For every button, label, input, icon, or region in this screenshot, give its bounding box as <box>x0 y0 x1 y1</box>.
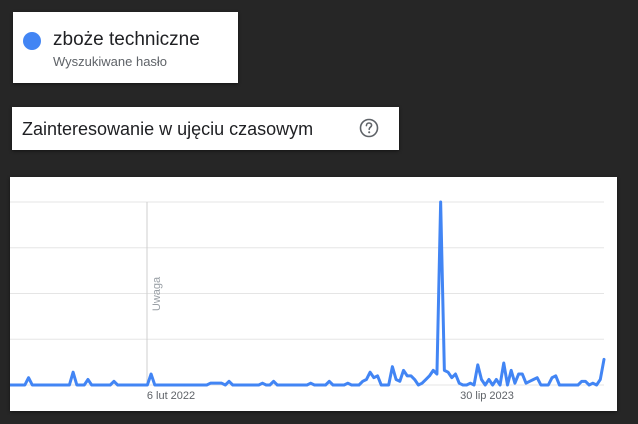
interest-line-chart[interactable]: Uwaga 6 lut 2022 30 lip 2023 <box>10 177 617 411</box>
annotation-label: Uwaga <box>151 276 163 311</box>
interest-over-time-header: Zainteresowanie w ujęciu czasowym <box>12 107 399 150</box>
search-term-subtitle: Wyszukiwane hasło <box>53 54 168 69</box>
series-line-group <box>10 200 606 387</box>
annotation-group: Uwaga <box>146 202 163 385</box>
x-axis-ticks: 6 lut 2022 30 lip 2023 <box>147 390 514 402</box>
x-tick-label: 6 lut 2022 <box>147 390 195 402</box>
x-tick-label: 30 lip 2023 <box>460 390 514 402</box>
search-term-title: zboże techniczne <box>53 29 200 50</box>
series-color-dot <box>23 32 41 50</box>
help-circle-icon[interactable] <box>359 118 379 138</box>
section-title: Zainteresowanie w ujęciu czasowym <box>22 119 314 139</box>
chart-gridlines <box>10 201 604 386</box>
chart-svg: Uwaga 6 lut 2022 30 lip 2023 <box>10 200 606 402</box>
search-term-card[interactable]: zboże techniczne Wyszukiwane hasło <box>13 12 238 83</box>
